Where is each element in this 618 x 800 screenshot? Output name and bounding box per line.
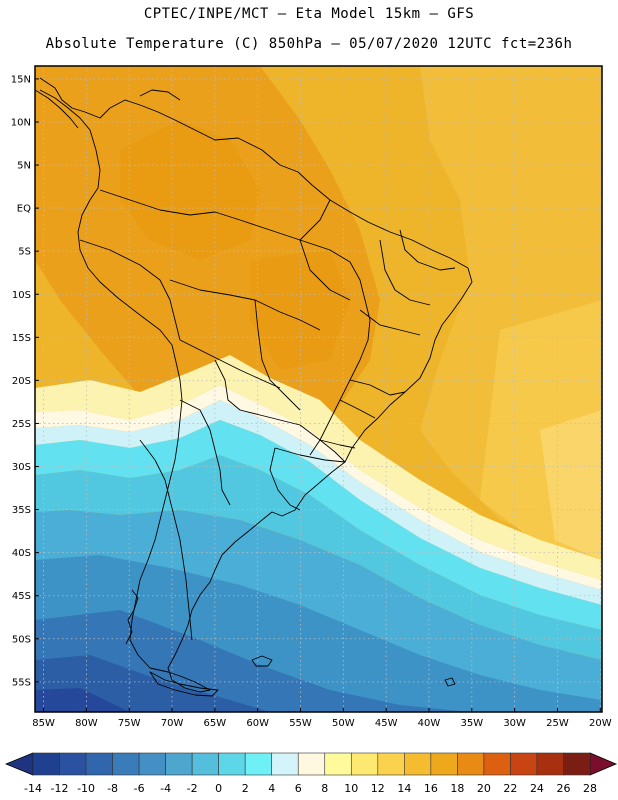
colorbar-tick-label: 26 xyxy=(556,782,570,795)
colorbar-swatch xyxy=(536,752,564,776)
colorbar-swatch xyxy=(85,752,113,776)
longitude-label: 35W xyxy=(461,718,484,729)
longitude-label: 20W xyxy=(589,718,612,729)
latitude-label: 30S xyxy=(12,462,31,473)
colorbar-tick-label: 2 xyxy=(242,782,249,795)
temperature-field xyxy=(35,66,602,712)
colorbar-swatch xyxy=(404,752,432,776)
colorbar-tick-label: -8 xyxy=(107,782,118,795)
colorbar-swatch xyxy=(32,752,60,776)
longitude-label: 70W xyxy=(161,718,184,729)
map-title: CPTEC/INPE/MCT — Eta Model 15km — GFS xyxy=(143,6,475,22)
longitude-label: 65W xyxy=(204,718,227,729)
latitude-label: 25S xyxy=(12,419,31,430)
colorbar-swatch xyxy=(510,752,538,776)
colorbar-tick-label: 8 xyxy=(321,782,328,795)
colorbar-tick-label: 4 xyxy=(268,782,275,795)
longitude-label: 25W xyxy=(546,718,569,729)
colorbar-swatch xyxy=(138,752,166,776)
colorbar-swatch xyxy=(271,752,299,776)
latitude-label: 15N xyxy=(11,74,31,85)
colorbar-tick-label: -4 xyxy=(160,782,171,795)
colorbar-tick-label: 16 xyxy=(424,782,438,795)
longitude-label: 45W xyxy=(375,718,398,729)
colorbar-tick-label: -10 xyxy=(77,782,95,795)
colorbar: -14 -12 -10 -8 -6 -4 -2 0 2 4 6 8 10 12 14 16 18 20 22 24 26… xyxy=(4,752,618,795)
colorbar-tick-label: 14 xyxy=(397,782,411,795)
colorbar-tick-label: 12 xyxy=(371,782,385,795)
colorbar-swatch xyxy=(563,752,591,776)
latitude-label: 10S xyxy=(12,290,31,301)
colorbar-tick-label: -14 xyxy=(24,782,42,795)
longitude-label: 50W xyxy=(332,718,355,729)
map-subtitle: Absolute Temperature (C) 850hPa — 05/07/… xyxy=(45,36,573,52)
colorbar-tick-label: 22 xyxy=(503,782,517,795)
colorbar-tick-label: 18 xyxy=(450,782,464,795)
latitude-label: 5S xyxy=(18,247,31,258)
latitude-label: 50S xyxy=(12,634,31,645)
colorbar-swatch xyxy=(377,752,405,776)
colorbar-swatch xyxy=(112,752,140,776)
longitude-label: 80W xyxy=(75,718,98,729)
colorbar-tick-label: 0 xyxy=(215,782,222,795)
map-frame xyxy=(34,65,603,713)
latitude-label: 15S xyxy=(12,333,31,344)
coastlines-and-borders xyxy=(35,77,473,697)
latitude-label: 45S xyxy=(12,591,31,602)
colorbar-tick-label: 6 xyxy=(295,782,302,795)
colorbar-swatch xyxy=(297,752,326,776)
longitude-label: 60W xyxy=(246,718,269,729)
colorbar-swatch xyxy=(430,752,458,776)
colorbar-swatch xyxy=(350,752,379,776)
colorbar-tick-label: -6 xyxy=(134,782,145,795)
longitude-label: 30W xyxy=(503,718,526,729)
colorbar-swatch xyxy=(483,752,511,776)
latitude-label: 40S xyxy=(12,548,31,559)
colorbar-swatch xyxy=(191,752,219,776)
latitude-label: 55S xyxy=(12,677,31,688)
colorbar-swatch xyxy=(324,752,352,776)
colorbar-tick-label: 10 xyxy=(344,782,358,795)
longitude-label: 75W xyxy=(118,718,141,729)
latitude-label: 20S xyxy=(12,376,31,387)
latitude-label: 5N xyxy=(17,161,31,172)
colorbar-tick-label: 20 xyxy=(477,782,491,795)
latitude-label: 10N xyxy=(11,117,31,128)
colorbar-over-arrow xyxy=(589,752,618,776)
graticule xyxy=(35,66,602,712)
colorbar-swatch xyxy=(244,752,273,776)
longitude-labels: 85W 80W 75W 70W 65W 60W 55W 50W 45W 40W 35W 30W 25W 2… xyxy=(32,708,612,729)
colorbar-tick-label: -12 xyxy=(51,782,69,795)
colorbar-under-arrow xyxy=(4,752,34,776)
latitude-labels: 15N 10N 5N EQ 5S 10S 15S 20S 25S 30S 35S 40S 45S 50S 5… xyxy=(11,74,39,688)
latitude-label: 35S xyxy=(12,505,31,516)
colorbar-swatch xyxy=(218,752,246,776)
colorbar-swatch xyxy=(457,752,485,776)
longitude-label: 40W xyxy=(418,718,441,729)
colorbar-tick-label: 24 xyxy=(530,782,544,795)
longitude-label: 85W xyxy=(32,718,55,729)
colorbar-swatch xyxy=(59,752,87,776)
colorbar-tick-label: -2 xyxy=(187,782,198,795)
latitude-label: EQ xyxy=(17,204,31,215)
longitude-label: 55W xyxy=(289,718,312,729)
colorbar-swatch xyxy=(165,752,193,776)
colorbar-tick-label: 28 xyxy=(583,782,597,795)
